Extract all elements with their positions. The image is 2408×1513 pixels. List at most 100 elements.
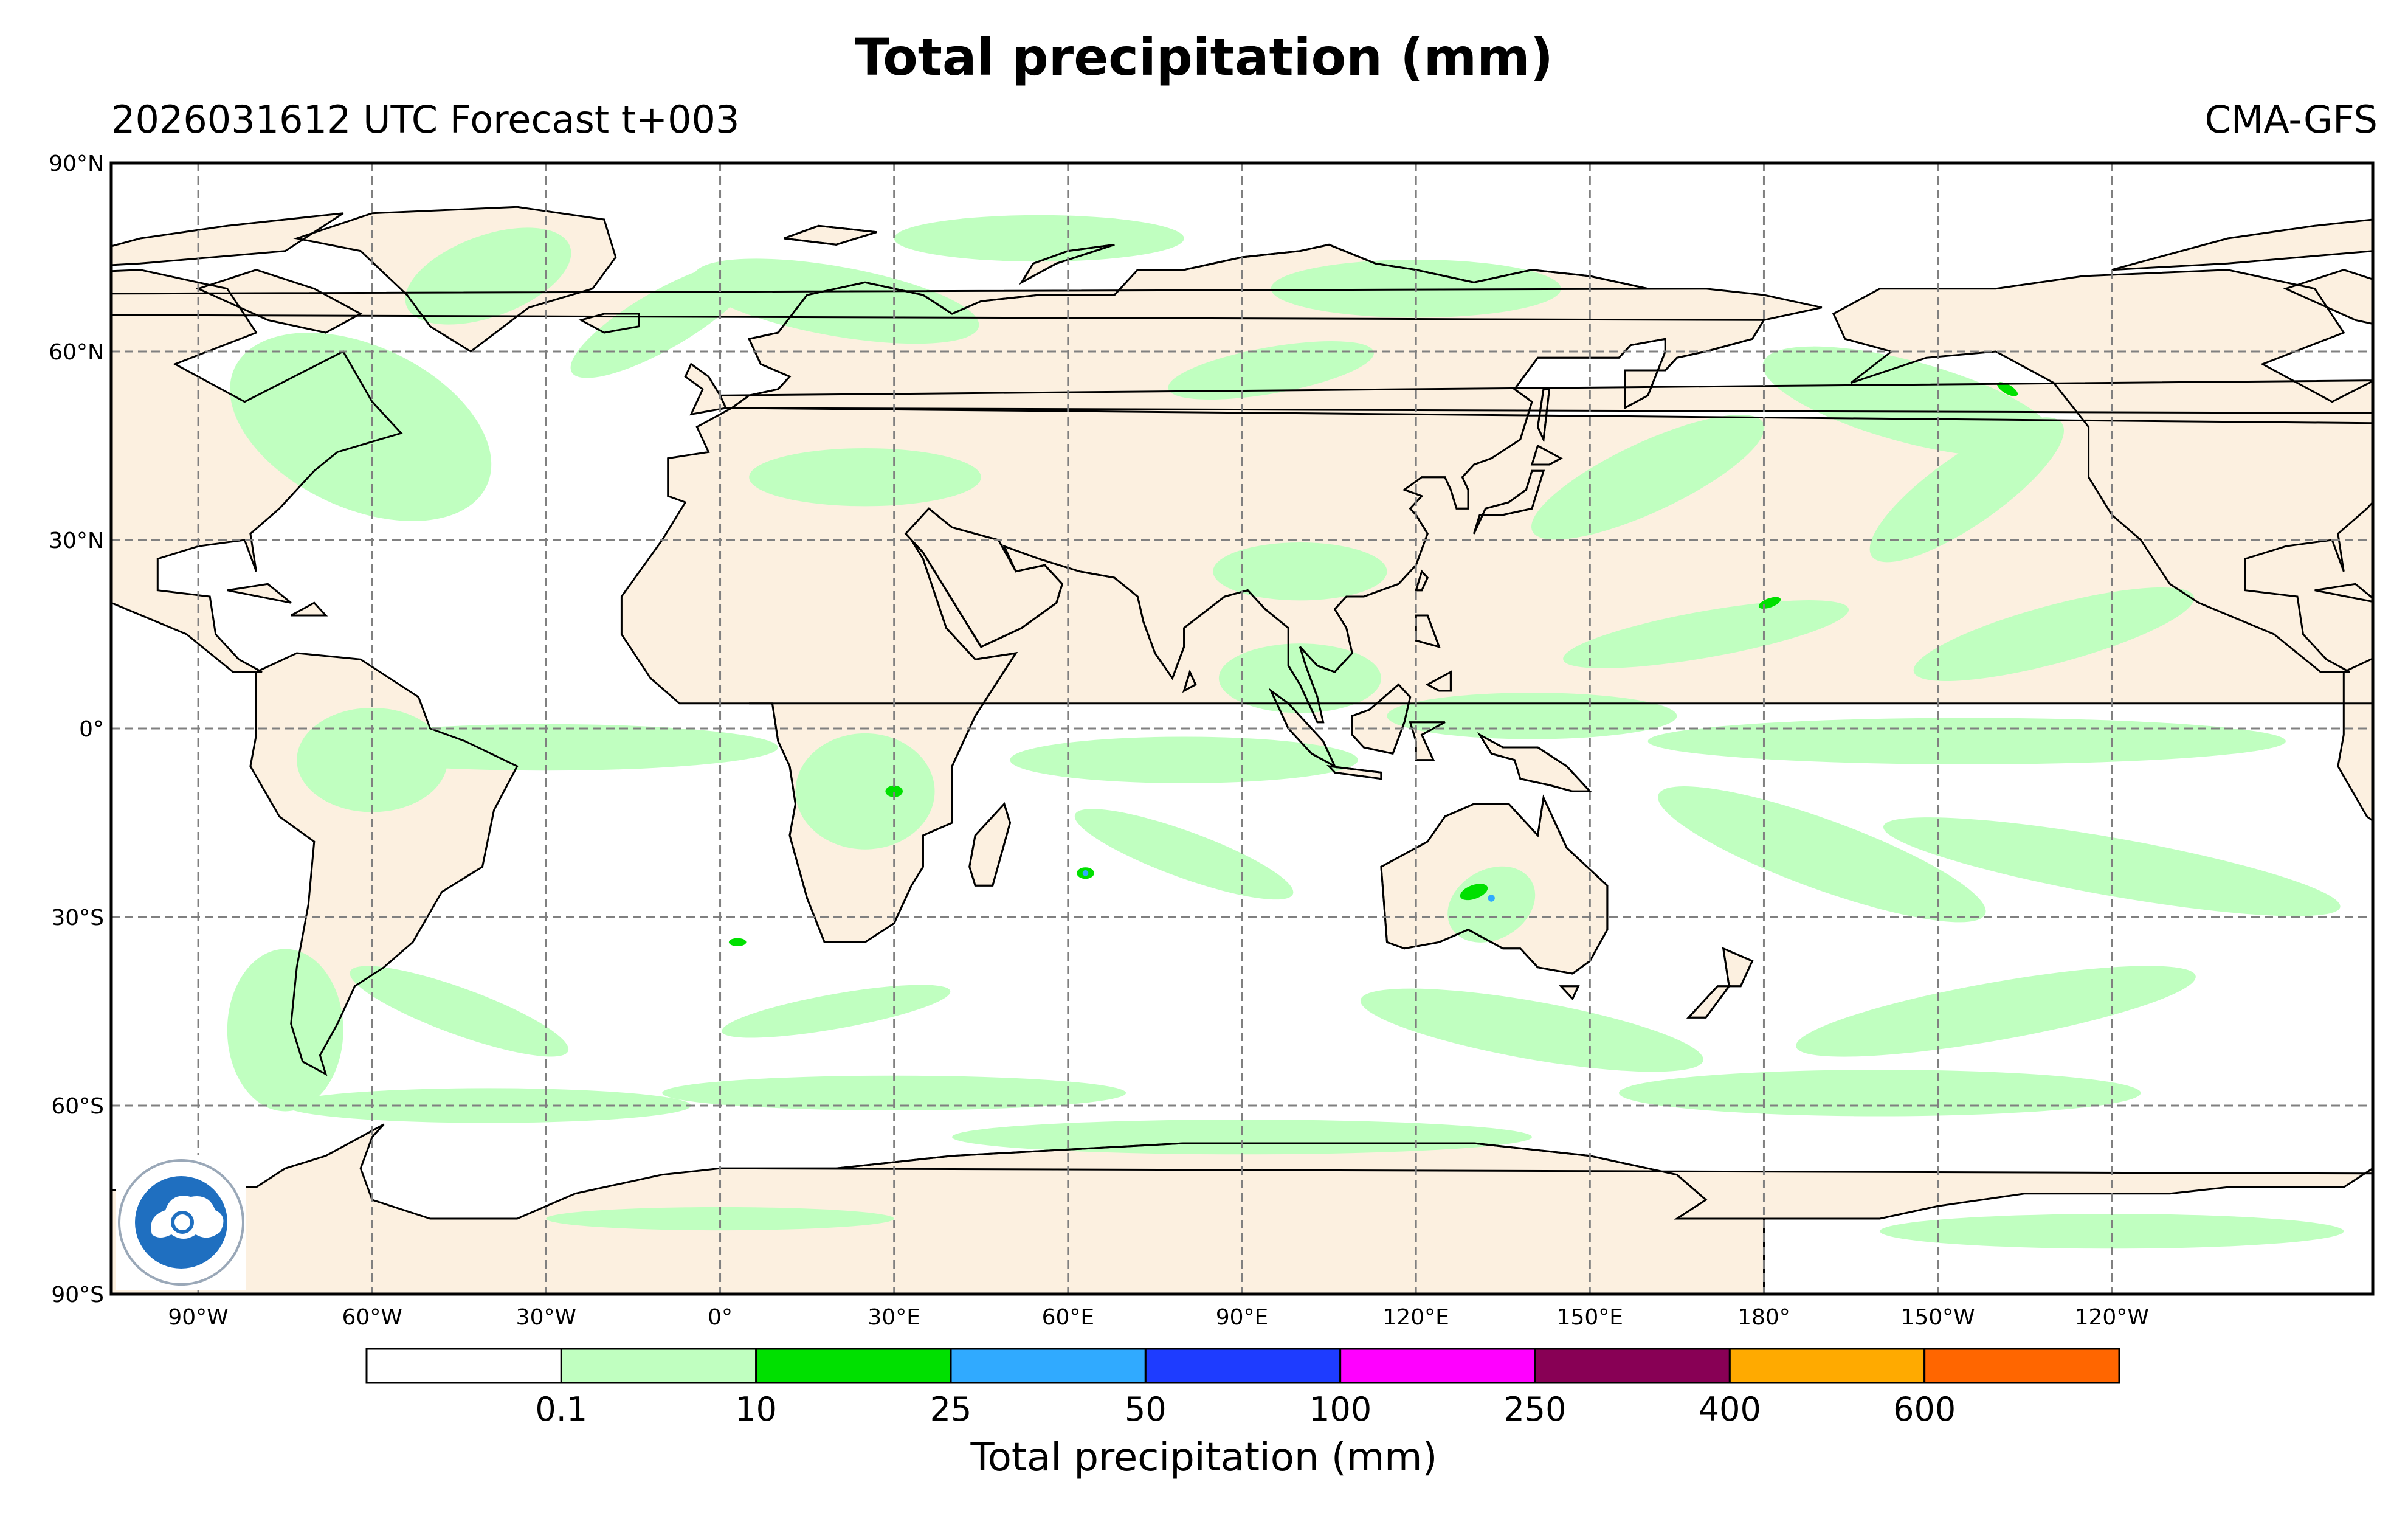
lon-tick-label: 30°W <box>516 1305 576 1330</box>
precip-region <box>885 785 903 797</box>
colorbar-tick-label: 10 <box>735 1390 777 1428</box>
chart-title: Total precipitation (mm) <box>854 27 1554 87</box>
lat-tick-label: 30°N <box>49 528 104 553</box>
land-canadian-arctic <box>111 213 343 265</box>
colorbar-tick-label: 50 <box>1125 1390 1167 1428</box>
colorbar-tick-label: 400 <box>1699 1390 1761 1428</box>
run-info-label: 2026031612 UTC Forecast t+003 <box>111 97 740 142</box>
longitude-ticks: 90°W 60°W 30°W 0° 30°E 60°E 90°E 120°E 150°E 180°… <box>168 1305 2149 1330</box>
precip-region <box>350 966 569 1057</box>
precip-region <box>1360 988 1703 1072</box>
coastline-canadian-arctic <box>2111 218 2373 271</box>
colorbar-bin <box>950 1348 1147 1384</box>
colorbar-tick-label: 100 <box>1309 1390 1371 1428</box>
land-antarctica <box>720 1143 2373 1294</box>
precip-region <box>1074 809 1294 900</box>
lon-tick-label: 180° <box>1737 1305 1790 1330</box>
precip-region <box>894 215 1184 262</box>
land-baffin <box>2285 269 2373 324</box>
precip-region <box>1762 346 2055 457</box>
precip-region <box>1387 693 1677 739</box>
precip-region <box>1869 417 2065 563</box>
coastline-tasmania <box>1559 985 1580 1000</box>
precip-region <box>749 448 981 507</box>
land-baffin <box>198 269 361 333</box>
precip-region <box>1997 382 2018 396</box>
lat-tick-label: 60°S <box>51 1094 104 1119</box>
precip-region <box>1531 414 1765 540</box>
colorbar-bin <box>365 1348 562 1384</box>
colorbar-tick-label: 25 <box>930 1390 972 1428</box>
colorbar-bin <box>560 1348 757 1384</box>
lon-tick-label: 120°W <box>2075 1305 2149 1330</box>
land-greenland <box>2384 207 2408 351</box>
colorbar-label: Total precipitation (mm) <box>970 1435 1438 1480</box>
precip-region <box>230 333 492 521</box>
coastline-cuba <box>227 583 292 604</box>
lat-tick-label: 0° <box>79 717 104 742</box>
lon-tick-label: 120°E <box>1382 1305 1449 1330</box>
precip-region <box>1619 1070 2141 1117</box>
lon-tick-label: 90°E <box>1216 1305 1269 1330</box>
coastline-nz-north <box>1722 947 1754 988</box>
coastline-hokkaido <box>1530 444 1563 466</box>
gridlines <box>111 163 2373 1294</box>
precip-region <box>693 258 979 344</box>
lon-tick-label: 60°W <box>342 1305 402 1330</box>
coastline-hispaniola <box>2379 603 2408 615</box>
coastline-greenland <box>293 206 617 353</box>
precip-region <box>1218 643 1381 713</box>
precip-region <box>1880 1214 2344 1249</box>
coastline-sakhalin <box>1536 388 1551 443</box>
land-hispaniola <box>2379 603 2408 615</box>
colorbar-tick-label: 600 <box>1893 1390 1956 1428</box>
precip-region <box>1213 542 1387 601</box>
precip-region <box>728 938 747 947</box>
precip-region <box>1010 736 1358 783</box>
lon-tick-label: 150°W <box>1900 1305 1975 1330</box>
precip-region <box>1168 341 1374 400</box>
land-madagascar <box>969 804 1010 886</box>
land-luzon <box>1416 615 1440 647</box>
lat-tick-label: 30°S <box>51 905 104 930</box>
colorbar-bin <box>1339 1348 1536 1384</box>
coastline-mindanao <box>1426 670 1452 692</box>
precip-region <box>1796 966 2196 1057</box>
land-hispaniola <box>291 603 326 615</box>
latitude-ticks: 90°N 60°N 30°N 0° 30°S 60°S 90°S <box>49 151 104 1307</box>
land-nz-south <box>1688 986 1730 1018</box>
land-new-guinea <box>1480 735 1590 792</box>
coastline-north-america <box>111 269 403 673</box>
coastline-madagascar <box>968 802 1012 887</box>
coastline-borneo <box>1351 683 1412 755</box>
lon-tick-label: 30°E <box>868 1305 920 1330</box>
colorbar: 0.1 10 25 50 100 250 400 600 <box>365 1348 2120 1428</box>
coastline-svalbard <box>783 224 877 246</box>
precip-region <box>227 949 343 1112</box>
precip-region <box>1447 866 1536 943</box>
coastline-sri-lanka <box>1182 669 1197 693</box>
coastline-south-america <box>249 652 519 1076</box>
land-sakhalin <box>1537 389 1550 440</box>
precip-region <box>795 733 935 850</box>
lat-tick-label: 90°S <box>51 1283 104 1307</box>
lon-tick-label: 90°W <box>168 1305 228 1330</box>
coastline-baffin <box>2283 269 2373 325</box>
coastline-new-guinea <box>1477 732 1592 792</box>
coastline-layer <box>111 206 2408 1294</box>
coastline-japan <box>1473 469 1545 535</box>
lon-tick-label: 60°E <box>1042 1305 1095 1330</box>
colorbar-bin <box>1534 1348 1731 1384</box>
land-mindanao <box>1427 672 1451 691</box>
coastline-iceland <box>578 313 640 334</box>
model-label: CMA-GFS <box>2204 97 2378 142</box>
land-afro-eurasia <box>111 244 1764 943</box>
coastline-arabian-east-africa-fill <box>904 507 1063 648</box>
land-arabian-east-africa-fill <box>905 508 1063 647</box>
land-great-britain <box>685 364 726 415</box>
precip-region <box>1658 786 1986 923</box>
precip-region <box>546 1207 894 1231</box>
colorbar-bin <box>1144 1348 1342 1384</box>
colorbar-bin <box>1923 1348 2120 1384</box>
